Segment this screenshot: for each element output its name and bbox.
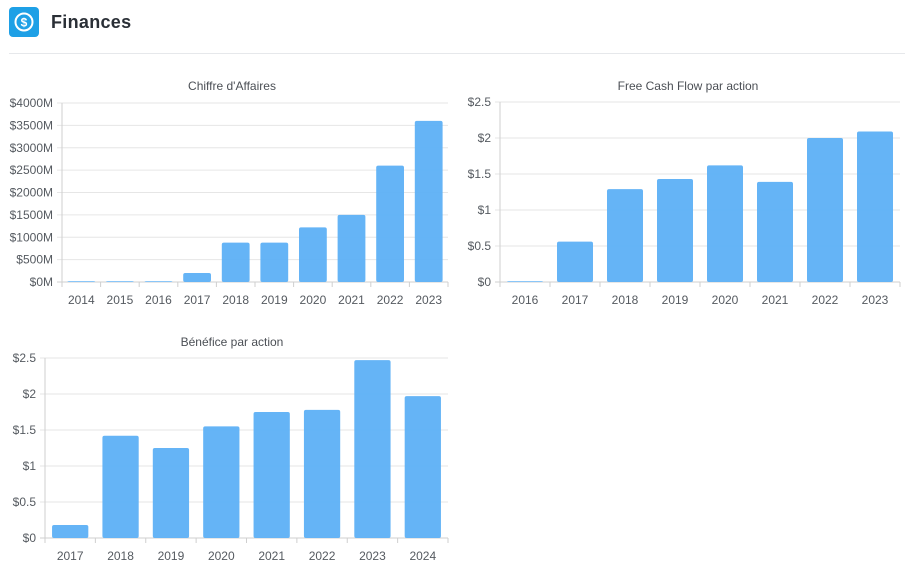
- revenue-x-tick-label: 2016: [145, 293, 172, 307]
- eps-bar-2021[interactable]: [253, 412, 290, 538]
- eps-x-tick-label: 2024: [409, 549, 436, 563]
- revenue-bar-2017[interactable]: [183, 273, 211, 282]
- fcf-x-tick-label: 2019: [662, 293, 689, 307]
- revenue-bar-2016[interactable]: [144, 281, 173, 282]
- eps-x-tick-label: 2018: [107, 549, 134, 563]
- revenue-y-tick-label: $1500M: [10, 208, 53, 222]
- eps-y-tick-label: $2.5: [13, 351, 37, 365]
- fcf-x-tick-label: 2018: [612, 293, 639, 307]
- eps-chart: Bénéfice par action $0 $0.5 $1 $1.5 $2 $2.5 201…: [13, 335, 449, 563]
- revenue-y-tick-label: $3000M: [10, 141, 53, 155]
- eps-chart-title: Bénéfice par action: [181, 335, 284, 349]
- revenue-bar-2019[interactable]: [260, 242, 289, 282]
- eps-y-tick-label: $0.5: [13, 495, 37, 509]
- free-cash-flow-chart: Free Cash Flow par action $0 $0.5 $1 $1.5 $2 $…: [468, 79, 901, 307]
- eps-x-tick-label: 2020: [208, 549, 235, 563]
- fcf-chart-title: Free Cash Flow par action: [618, 79, 759, 93]
- fcf-x-tick-label: 2017: [562, 293, 589, 307]
- revenue-chart-title: Chiffre d'Affaires: [188, 79, 276, 93]
- revenue-bar-2018[interactable]: [221, 242, 250, 282]
- page-title: Finances: [51, 12, 132, 32]
- eps-bar-2017[interactable]: [52, 525, 89, 538]
- eps-x-tick-label: 2023: [359, 549, 386, 563]
- revenue-x-tick-label: 2019: [261, 293, 288, 307]
- revenue-chart: Chiffre d'Affaires $0M $500M $1000M $1500M $2…: [10, 79, 449, 307]
- revenue-bar-2020[interactable]: [299, 227, 327, 282]
- eps-y-tick-label: $1: [23, 459, 37, 473]
- fcf-bar-2021[interactable]: [757, 181, 793, 282]
- revenue-bar-2015[interactable]: [106, 281, 134, 282]
- eps-bar-2022[interactable]: [303, 409, 341, 538]
- revenue-y-tick-label: $2500M: [10, 163, 53, 177]
- revenue-bar-2023[interactable]: [414, 120, 443, 283]
- eps-x-tick-label: 2022: [309, 549, 336, 563]
- revenue-bar-2014[interactable]: [67, 281, 96, 282]
- eps-x-tick-label: 2017: [57, 549, 84, 563]
- eps-y-tick-label: $1.5: [13, 423, 37, 437]
- revenue-x-tick-label: 2014: [68, 293, 95, 307]
- revenue-y-tick-label: $2000M: [10, 186, 53, 200]
- header-divider: [9, 53, 905, 54]
- eps-y-tick-label: $0: [23, 531, 37, 545]
- page-header: $ Finances: [9, 7, 309, 39]
- fcf-x-tick-label: 2016: [512, 293, 539, 307]
- eps-bar-2018[interactable]: [102, 435, 139, 538]
- revenue-y-tick-label: $3500M: [10, 118, 53, 132]
- fcf-y-tick-label: $0: [478, 275, 492, 289]
- revenue-y-tick-label: $0M: [30, 275, 53, 289]
- eps-bar-2024[interactable]: [404, 396, 441, 538]
- dollar-circle-icon: $: [9, 7, 39, 37]
- svg-text:$: $: [21, 16, 28, 30]
- revenue-x-tick-label: 2023: [415, 293, 442, 307]
- revenue-x-tick-label: 2015: [107, 293, 134, 307]
- fcf-bar-2017[interactable]: [557, 241, 593, 282]
- eps-x-tick-label: 2021: [258, 549, 285, 563]
- fcf-bar-2019[interactable]: [657, 179, 693, 282]
- revenue-bar-2021[interactable]: [337, 214, 366, 282]
- fcf-bar-2016[interactable]: [507, 281, 543, 282]
- fcf-x-tick-label: 2020: [712, 293, 739, 307]
- fcf-y-tick-label: $1: [478, 203, 492, 217]
- revenue-x-tick-label: 2018: [222, 293, 249, 307]
- eps-bar-2020[interactable]: [203, 426, 240, 538]
- fcf-bar-2022[interactable]: [807, 138, 843, 282]
- revenue-bar-2022[interactable]: [376, 165, 404, 282]
- fcf-y-tick-label: $0.5: [468, 239, 492, 253]
- fcf-y-tick-label: $2.5: [468, 95, 492, 109]
- revenue-x-tick-label: 2021: [338, 293, 365, 307]
- eps-bar-2019[interactable]: [152, 448, 190, 538]
- fcf-bar-2023[interactable]: [857, 131, 893, 282]
- eps-x-tick-label: 2019: [158, 549, 185, 563]
- fcf-y-tick-label: $2: [478, 131, 492, 145]
- revenue-y-tick-label: $4000M: [10, 96, 53, 110]
- revenue-x-tick-label: 2020: [300, 293, 327, 307]
- fcf-bar-2020[interactable]: [707, 165, 743, 282]
- eps-y-tick-label: $2: [23, 387, 37, 401]
- fcf-y-tick-label: $1.5: [468, 167, 492, 181]
- revenue-x-tick-label: 2017: [184, 293, 211, 307]
- eps-bar-2023[interactable]: [354, 360, 391, 538]
- revenue-x-tick-label: 2022: [377, 293, 404, 307]
- revenue-y-tick-label: $500M: [16, 253, 53, 267]
- fcf-x-tick-label: 2022: [812, 293, 839, 307]
- fcf-x-tick-label: 2023: [862, 293, 889, 307]
- fcf-x-tick-label: 2021: [762, 293, 789, 307]
- revenue-y-tick-label: $1000M: [10, 230, 53, 244]
- fcf-bar-2018[interactable]: [607, 189, 643, 282]
